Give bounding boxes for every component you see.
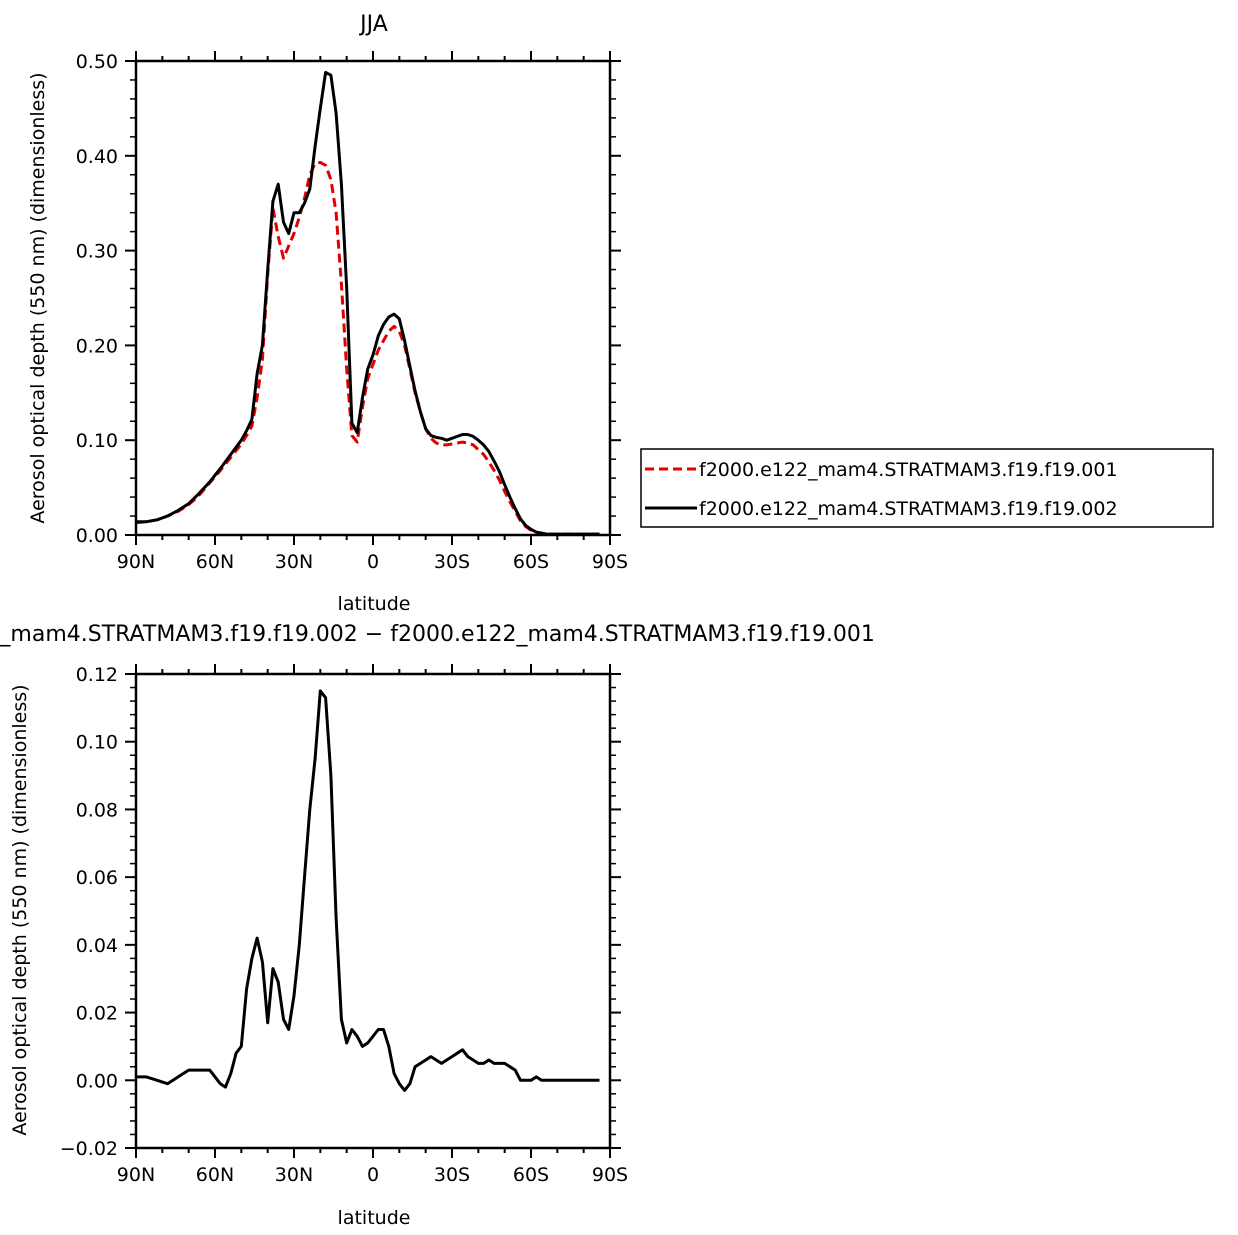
bottom-panel: f2000.e122_mam4.STRATMAM3.f19.f19.002 − … [0, 622, 875, 1229]
legend: f2000.e122_mam4.STRATMAM3.f19.f19.001 f2… [640, 448, 1214, 528]
x-tick-label: 90S [592, 551, 628, 573]
y-tick-label: 0.04 [76, 935, 118, 957]
y-tick-label: 0.02 [76, 1003, 118, 1025]
y-tick-label: 0.00 [76, 525, 118, 547]
x-tick-label: 60S [513, 551, 549, 573]
x-tick-label: 0 [367, 1164, 379, 1186]
top-x-axis-title: latitude [338, 593, 411, 615]
y-tick-label: 0.30 [76, 241, 118, 263]
y-tick-label: 0.06 [76, 867, 118, 889]
y-tick-label: 0.50 [76, 51, 118, 73]
series-line-2 [136, 70, 600, 536]
bottom-y-axis-title: Aerosol optical depth (550 nm) (dimensio… [9, 684, 31, 1135]
top-plot-frame [134, 59, 612, 537]
x-tick-label: 60N [196, 1164, 234, 1186]
x-tick-label: 60S [513, 1164, 549, 1186]
top-plot-title: JJA [358, 12, 388, 37]
top-y-axis-title: Aerosol optical depth (550 nm) (dimensio… [27, 72, 49, 523]
y-tick-label: 0.00 [76, 1070, 118, 1092]
legend-box [640, 448, 1214, 528]
series-line-1 [136, 689, 600, 1092]
y-tick-label: 0.10 [76, 732, 118, 754]
x-tick-label: 0 [367, 551, 379, 573]
x-tick-label: 90N [117, 551, 155, 573]
legend-label-002: f2000.e122_mam4.STRATMAM3.f19.f19.002 [699, 498, 1118, 520]
legend-label-001: f2000.e122_mam4.STRATMAM3.f19.f19.001 [699, 459, 1118, 481]
y-tick-label: 0.12 [76, 664, 118, 686]
x-tick-label: 30N [275, 551, 313, 573]
top-panel: JJA Aerosol optical depth (550 nm) (dime… [27, 12, 628, 615]
bottom-plot-title: f2000.e122_mam4.STRATMAM3.f19.f19.002 − … [0, 622, 875, 647]
y-tick-label: 0.20 [76, 335, 118, 357]
series-line-1 [135, 160, 600, 536]
x-tick-label: 90N [117, 1164, 155, 1186]
y-tick-label: 0.08 [76, 799, 118, 821]
y-tick-label: −0.02 [60, 1138, 118, 1160]
y-tick-label: 0.40 [76, 146, 118, 168]
x-tick-label: 60N [196, 551, 234, 573]
x-tick-label: 30S [434, 551, 470, 573]
y-tick-label: 0.10 [76, 430, 118, 452]
x-tick-label: 30N [275, 1164, 313, 1186]
x-tick-label: 30S [434, 1164, 470, 1186]
bottom-x-axis-title: latitude [338, 1207, 411, 1229]
x-tick-label: 90S [592, 1164, 628, 1186]
